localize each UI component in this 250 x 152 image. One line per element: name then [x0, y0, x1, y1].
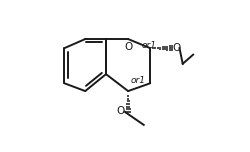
Text: or1: or1 — [141, 41, 156, 50]
Text: O: O — [117, 106, 125, 116]
Text: O: O — [173, 43, 181, 53]
Text: O: O — [124, 43, 132, 52]
Text: or1: or1 — [131, 76, 146, 85]
